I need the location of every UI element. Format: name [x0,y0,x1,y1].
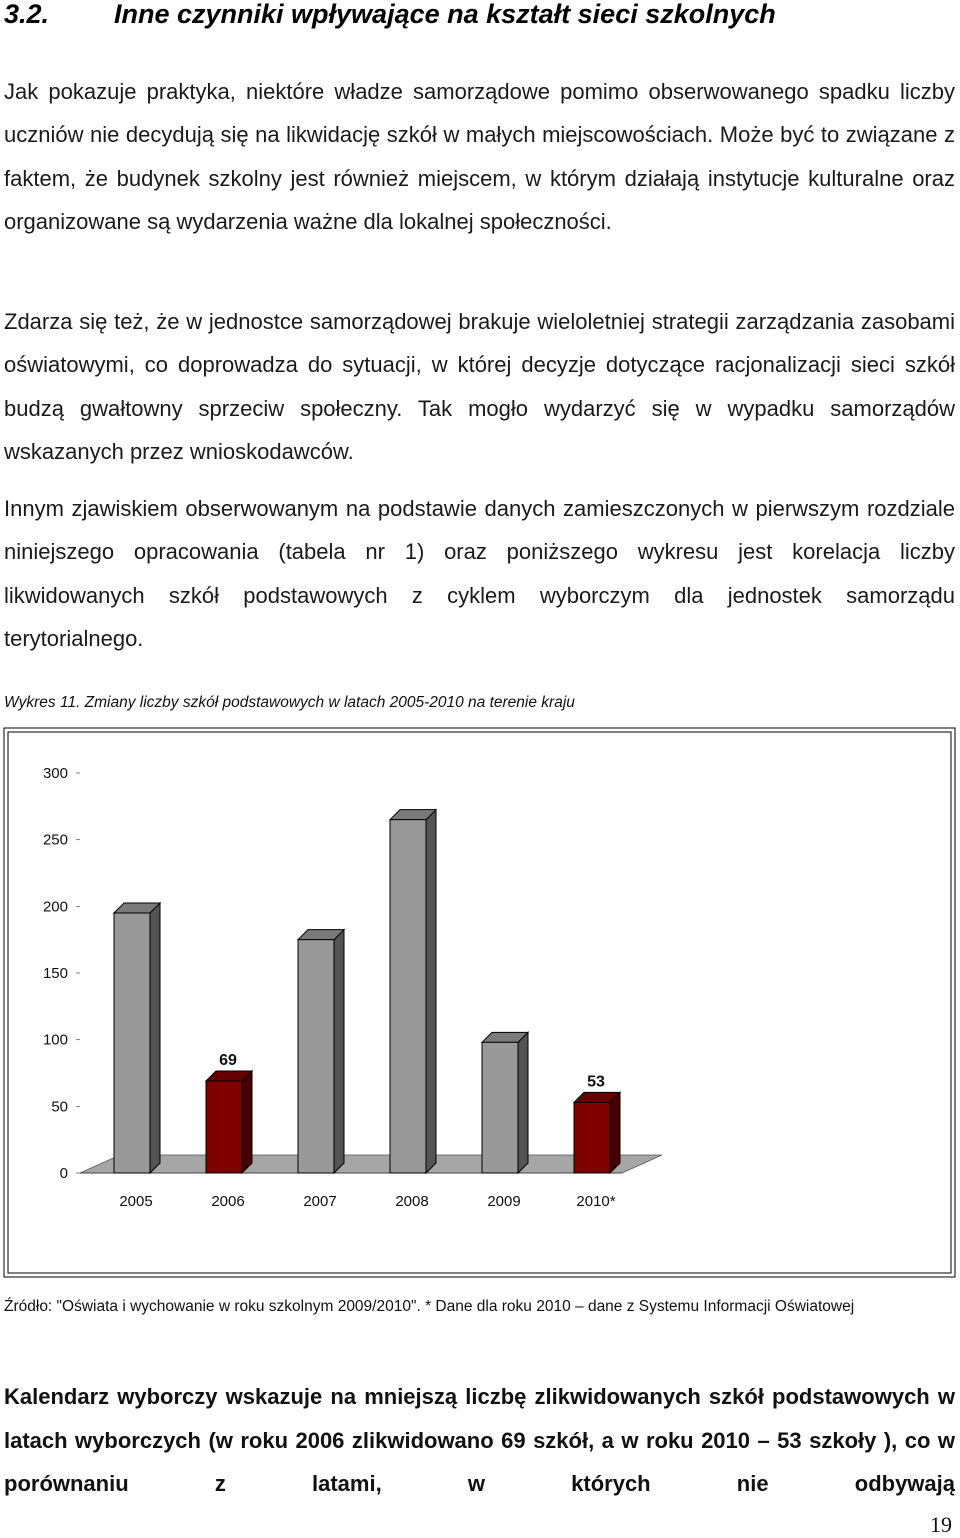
bar-2010* [572,1091,622,1175]
bar-side [241,1069,253,1175]
bar-2008 [388,808,438,1175]
x-tick-label: 2010* [576,1193,615,1210]
bar-2005 [112,901,162,1175]
page-number: 19 [930,1512,952,1537]
source-note: Źródło: "Oświata i wychowanie w roku szk… [4,1298,855,1315]
paragraph-2: Zdarza się też, że w jednostce samorządo… [4,309,955,465]
x-tick-label: 2006 [211,1193,244,1210]
bar-side [517,1031,529,1175]
chart-caption: Wykres 11. Zmiany liczby szkół podstawow… [4,694,575,711]
chart-inner-border [7,731,952,1274]
chart-frame [3,727,956,1278]
section-number: 3.2. [4,0,50,29]
bar-side [609,1091,621,1175]
data-label: 53 [587,1073,605,1090]
y-axis-ticks: 0 50 100 150 200 250 300 [43,765,80,1182]
paragraph-3: Innym zjawiskiem obserwowanym na podstaw… [4,496,955,652]
chart-outer-border [3,727,956,1278]
y-tick-label: 300 [43,765,68,782]
data-labels: 69 53 [219,1052,605,1090]
bar-side [333,928,345,1175]
y-tick-label: 50 [51,1098,68,1115]
paragraph-1: Jak pokazuje praktyka, niektóre władze s… [4,79,955,235]
chart-bars [112,808,622,1175]
section-heading: 3.2. Inne czynniki wpływające na kształt … [4,0,954,34]
x-tick-label: 2007 [303,1193,336,1210]
bar-front [113,912,151,1174]
bar-front [573,1101,611,1174]
y-tick-label: 150 [43,965,68,982]
y-tick-label: 100 [43,1032,68,1049]
bar-2006 [204,1069,254,1175]
y-tick-label: 0 [60,1165,68,1182]
data-label: 69 [219,1052,237,1069]
bar-front [297,939,335,1174]
bar-side [425,808,437,1175]
bar-2007 [296,928,346,1175]
section-title: Inne czynniki wpływające na kształt siec… [114,0,776,29]
bold-paragraph: Kalendarz wyborczy wskazuje na mniejszą … [4,1384,955,1496]
x-tick-label: 2009 [487,1193,520,1210]
y-tick-label: 250 [43,832,68,849]
x-axis-ticks: 2005 2006 2007 2008 2009 2010* [119,1193,615,1210]
bar-2009 [480,1031,530,1175]
bar-side [149,901,161,1175]
bar-front [205,1080,243,1174]
bar-front [481,1041,519,1174]
y-tick-label: 200 [43,898,68,915]
x-tick-label: 2005 [119,1193,152,1210]
bar-front [389,819,427,1174]
x-tick-label: 2008 [395,1193,428,1210]
